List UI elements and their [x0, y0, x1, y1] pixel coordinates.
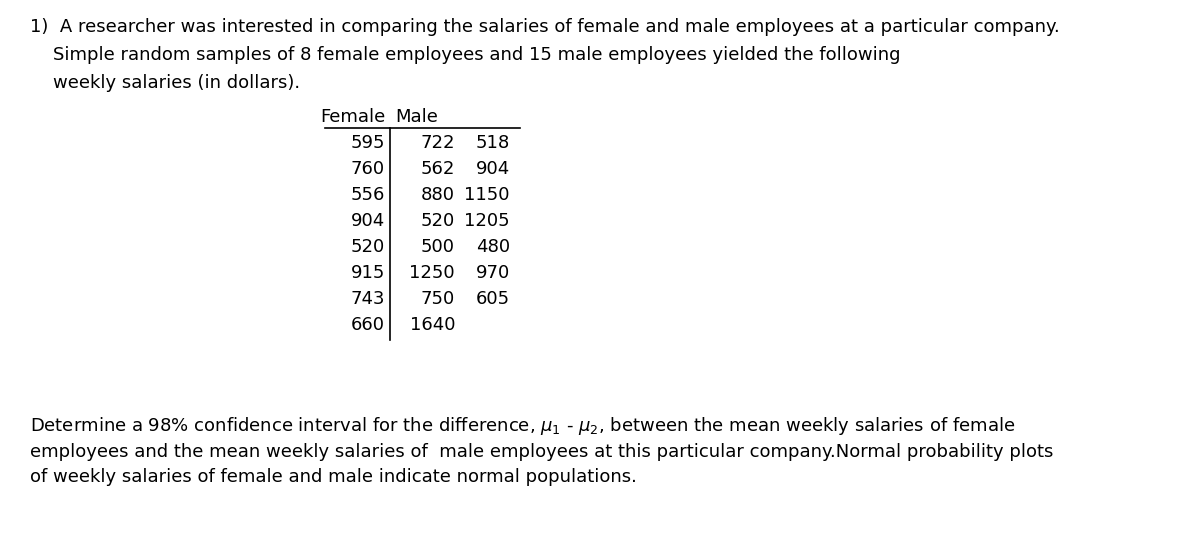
- Text: Female: Female: [319, 108, 385, 126]
- Text: 480: 480: [476, 238, 510, 256]
- Text: 520: 520: [421, 212, 455, 230]
- Text: 970: 970: [475, 264, 510, 282]
- Text: 722: 722: [420, 134, 455, 152]
- Text: 518: 518: [475, 134, 510, 152]
- Text: 904: 904: [475, 160, 510, 178]
- Text: 1640: 1640: [409, 316, 455, 334]
- Text: weekly salaries (in dollars).: weekly salaries (in dollars).: [30, 74, 300, 92]
- Text: 750: 750: [421, 290, 455, 308]
- Text: 660: 660: [352, 316, 385, 334]
- Text: 556: 556: [350, 186, 385, 204]
- Text: Male: Male: [395, 108, 438, 126]
- Text: 743: 743: [350, 290, 385, 308]
- Text: 760: 760: [350, 160, 385, 178]
- Text: 605: 605: [476, 290, 510, 308]
- Text: 1250: 1250: [409, 264, 455, 282]
- Text: 500: 500: [421, 238, 455, 256]
- Text: 595: 595: [350, 134, 385, 152]
- Text: 1)  A researcher was interested in comparing the salaries of female and male emp: 1) A researcher was interested in compar…: [30, 18, 1060, 36]
- Text: employees and the mean weekly salaries of  male employees at this particular com: employees and the mean weekly salaries o…: [30, 443, 1054, 461]
- Text: 1150: 1150: [464, 186, 510, 204]
- Text: Simple random samples of 8 female employees and 15 male employees yielded the fo: Simple random samples of 8 female employ…: [30, 46, 900, 64]
- Text: 904: 904: [350, 212, 385, 230]
- Text: Determine a 98% confidence interval for the difference, $\mu_1$ - $\mu_2$, betwe: Determine a 98% confidence interval for …: [30, 415, 1015, 437]
- Text: 562: 562: [421, 160, 455, 178]
- Text: 915: 915: [350, 264, 385, 282]
- Text: of weekly salaries of female and male indicate normal populations.: of weekly salaries of female and male in…: [30, 468, 637, 486]
- Text: 520: 520: [350, 238, 385, 256]
- Text: 1205: 1205: [464, 212, 510, 230]
- Text: 880: 880: [421, 186, 455, 204]
